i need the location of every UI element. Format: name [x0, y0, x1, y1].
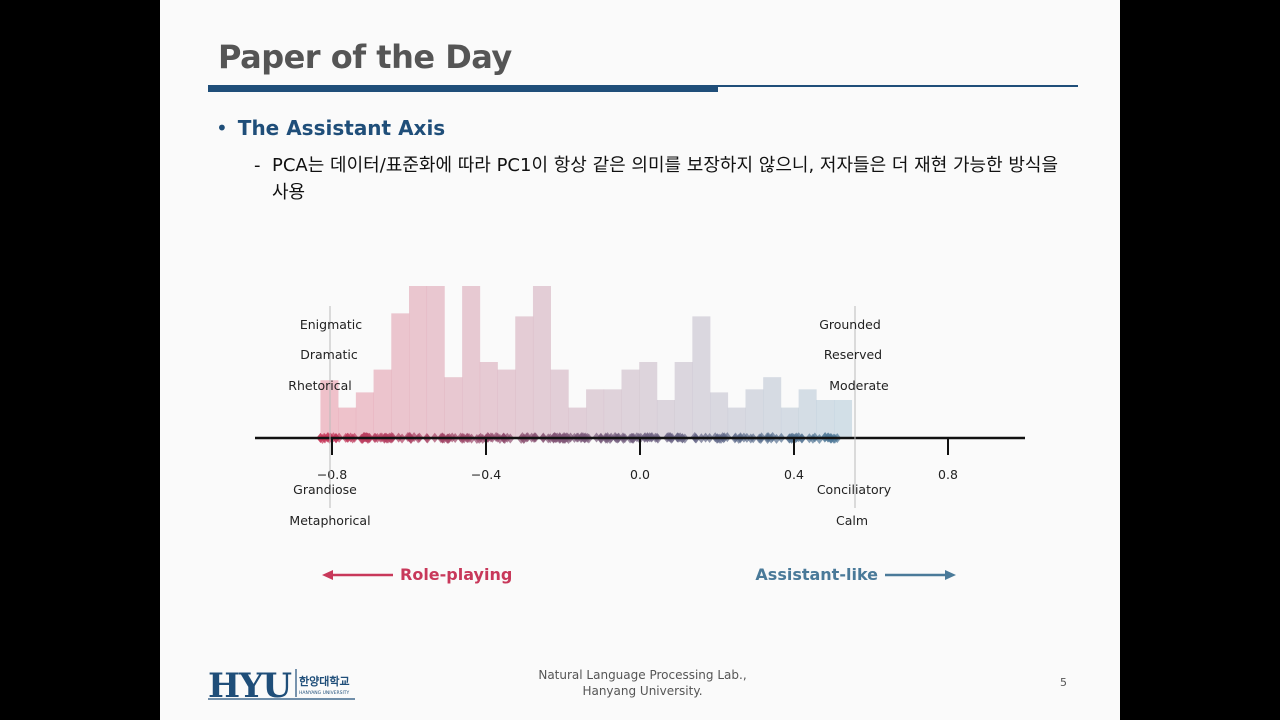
- sub-bullet: - PCA는 데이터/표준화에 따라 PC1이 항상 같은 의미를 보장하지 않…: [254, 152, 1074, 206]
- role-playing-arrow: Role-playing: [322, 565, 512, 584]
- histogram-bar: [391, 313, 410, 438]
- histogram-bar: [373, 369, 392, 438]
- histogram-bar: [338, 407, 357, 438]
- footer-lab-line2: Hanyang University.: [582, 684, 703, 698]
- sub-bullet-dash: -: [254, 155, 261, 176]
- axis-tick-label: −0.8: [317, 467, 347, 482]
- bullet-heading-text: The Assistant Axis: [237, 116, 446, 140]
- histogram-bar: [532, 286, 551, 438]
- sub-bullet-text: PCA는 데이터/표준화에 따라 PC1이 항상 같은 의미를 보장하지 않으니…: [272, 155, 1059, 203]
- histogram-bar: [639, 362, 658, 438]
- page-number: 5: [1060, 676, 1067, 689]
- label-rhetorical: Rhetorical: [288, 378, 351, 393]
- histogram-bar: [409, 286, 428, 438]
- label-reserved: Reserved: [824, 347, 882, 362]
- right-arrow-head-icon: [945, 570, 956, 580]
- histogram-bar: [550, 369, 569, 438]
- logo-english-text: HANYANG UNIVERSITY: [299, 690, 350, 696]
- footer-lab-name: Natural Language Processing Lab., Hanyan…: [510, 667, 775, 699]
- histogram-bar: [727, 407, 746, 438]
- histogram-bar: [603, 389, 622, 438]
- assistant-like-label: Assistant-like: [755, 565, 878, 584]
- histogram-bar: [745, 389, 764, 438]
- histogram-bar: [692, 316, 711, 438]
- label-calm: Calm: [836, 513, 868, 528]
- histogram-bar: [515, 316, 534, 438]
- label-grandiose: Grandiose: [293, 482, 357, 497]
- label-enigmatic: Enigmatic: [300, 317, 362, 332]
- slide: Paper of the Day • The Assistant Axis - P…: [160, 0, 1120, 720]
- footer-lab-line1: Natural Language Processing Lab.,: [538, 668, 747, 682]
- title-underline-thin: [718, 85, 1078, 87]
- title-underline-thick: [208, 85, 718, 92]
- logo-korean-text: 한양대학교: [299, 674, 350, 688]
- histogram-bar: [586, 389, 605, 438]
- slide-title: Paper of the Day: [218, 38, 512, 76]
- label-grounded: Grounded: [819, 317, 881, 332]
- histogram-bar: [320, 380, 339, 438]
- histogram-bar: [710, 392, 729, 438]
- bullet-dot: •: [216, 116, 228, 140]
- axis-tick-label: 0.0: [630, 467, 650, 482]
- histogram-bar: [462, 286, 481, 438]
- axis-ticks: −0.8 −0.4 0.0 0.4 0.8: [317, 438, 958, 482]
- label-metaphorical: Metaphorical: [289, 513, 370, 528]
- histogram-bar: [656, 400, 675, 438]
- label-moderate: Moderate: [829, 378, 889, 393]
- histogram-bar: [444, 377, 463, 438]
- histogram-bars: [320, 286, 853, 438]
- hyu-logo: HYU 한양대학교 HANYANG UNIVERSITY: [208, 666, 358, 706]
- logo-hyu-text: HYU: [208, 667, 291, 701]
- axis-tick-label: 0.4: [784, 467, 804, 482]
- histogram-bar: [568, 407, 587, 438]
- histogram-bar: [834, 400, 853, 438]
- left-arrow-head-icon: [322, 570, 333, 580]
- histogram-bar: [621, 369, 640, 438]
- axis-tick-label: −0.4: [471, 467, 501, 482]
- label-dramatic: Dramatic: [300, 347, 358, 362]
- histogram-bar: [426, 286, 445, 438]
- histogram-bar: [816, 400, 835, 438]
- bullet-heading: • The Assistant Axis: [216, 116, 445, 140]
- histogram-bar: [497, 369, 516, 438]
- role-playing-label: Role-playing: [400, 565, 512, 584]
- assistant-axis-figure: −0.8 −0.4 0.0 0.4 0.8 Enigmatic Dramatic Rhe…: [255, 286, 1025, 584]
- histogram-bar: [674, 362, 693, 438]
- histogram-bar: [355, 392, 374, 438]
- histogram-bar: [780, 407, 799, 438]
- histogram-bar: [763, 377, 782, 438]
- assistant-like-arrow: Assistant-like: [755, 565, 956, 584]
- histogram-bar: [479, 362, 498, 438]
- histogram-bar: [798, 389, 817, 438]
- label-conciliatory: Conciliatory: [817, 482, 892, 497]
- axis-tick-label: 0.8: [938, 467, 958, 482]
